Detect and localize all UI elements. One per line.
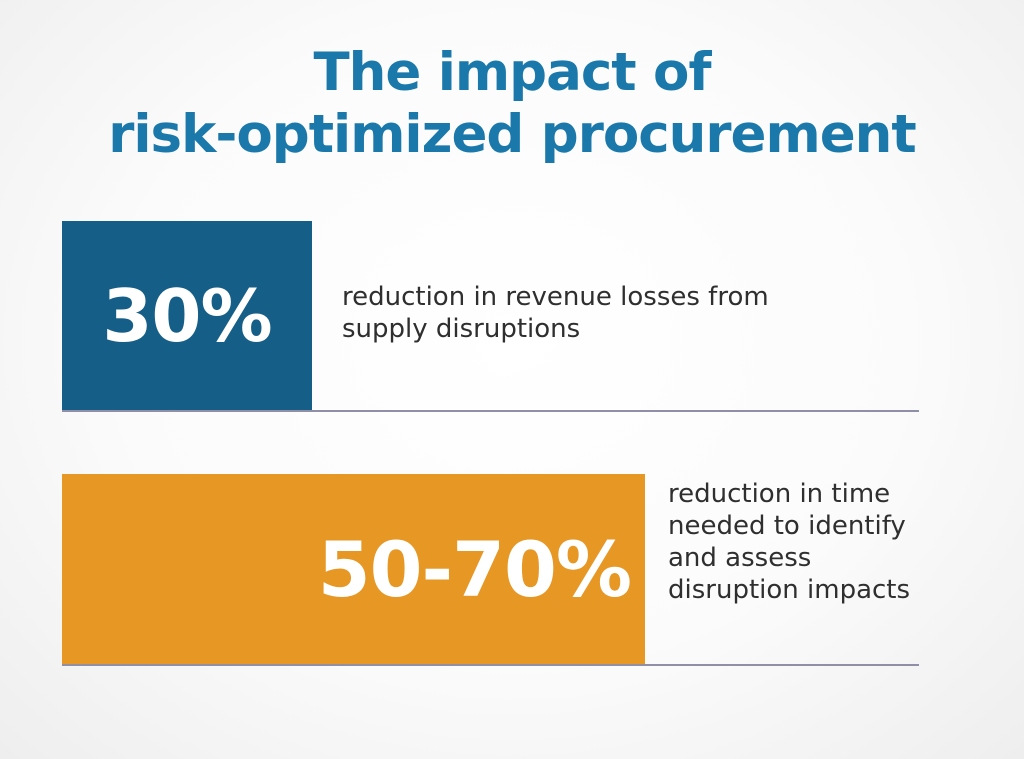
stat-row-assessment-time: 50-70% reduction in time needed to ident…	[62, 474, 919, 666]
stat-value-box: 50-70%	[62, 474, 645, 664]
title-line-1: The impact of	[313, 42, 711, 103]
stat-description: reduction in time needed to identify and…	[668, 479, 911, 605]
page-title: The impact of risk-optimized procurement	[0, 42, 1024, 166]
stat-description: reduction in revenue losses from supply …	[342, 282, 769, 344]
stat-value: 30%	[102, 273, 272, 358]
stat-value: 50-70%	[317, 524, 632, 614]
stat-row-revenue-losses: 30% reduction in revenue losses from sup…	[62, 221, 919, 412]
stat-value-box: 30%	[62, 221, 312, 410]
title-line-2: risk-optimized procurement	[108, 104, 916, 165]
